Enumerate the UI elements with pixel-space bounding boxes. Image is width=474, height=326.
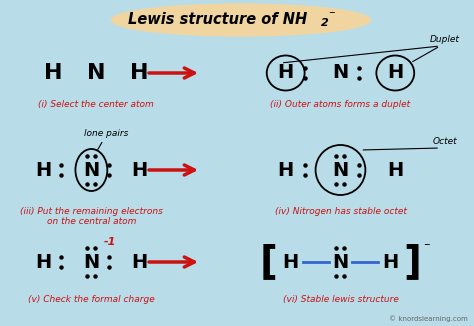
Text: lone pairs: lone pairs bbox=[84, 128, 128, 138]
Text: (ii) Outer atoms forms a duplet: (ii) Outer atoms forms a duplet bbox=[270, 100, 410, 109]
Text: (iii) Put the remaining electrons
on the central atom: (iii) Put the remaining electrons on the… bbox=[20, 207, 163, 226]
Text: H: H bbox=[36, 160, 52, 180]
Text: N: N bbox=[332, 253, 348, 272]
Text: N: N bbox=[83, 160, 100, 180]
Text: ⁻: ⁻ bbox=[328, 9, 335, 22]
Text: 2: 2 bbox=[320, 18, 328, 28]
Text: (i) Select the center atom: (i) Select the center atom bbox=[38, 100, 154, 109]
Text: (v) Check the formal charge: (v) Check the formal charge bbox=[28, 295, 155, 304]
Text: H: H bbox=[387, 64, 403, 82]
Text: H: H bbox=[131, 160, 147, 180]
Text: [: [ bbox=[260, 243, 278, 281]
Text: N: N bbox=[87, 63, 106, 83]
Text: Octet: Octet bbox=[433, 138, 457, 146]
Text: (vi) Stable lewis structure: (vi) Stable lewis structure bbox=[283, 295, 399, 304]
Text: N: N bbox=[83, 253, 100, 272]
Text: H: H bbox=[131, 253, 147, 272]
Ellipse shape bbox=[111, 4, 370, 36]
Text: ]: ] bbox=[403, 243, 421, 281]
Text: H: H bbox=[278, 160, 294, 180]
Text: ⁻: ⁻ bbox=[423, 242, 430, 255]
Text: Duplet: Duplet bbox=[430, 36, 460, 45]
Text: H: H bbox=[283, 253, 299, 272]
Text: (iv) Nitrogen has stable octet: (iv) Nitrogen has stable octet bbox=[274, 207, 406, 216]
Text: N: N bbox=[332, 64, 348, 82]
Text: © knordslearning.com: © knordslearning.com bbox=[389, 315, 468, 322]
Text: Lewis structure of NH: Lewis structure of NH bbox=[128, 12, 308, 27]
Text: H: H bbox=[130, 63, 148, 83]
Text: H: H bbox=[387, 160, 403, 180]
Text: -1: -1 bbox=[103, 237, 116, 247]
Text: H: H bbox=[382, 253, 399, 272]
Text: H: H bbox=[36, 253, 52, 272]
Text: H: H bbox=[278, 64, 294, 82]
Text: N: N bbox=[332, 160, 348, 180]
Text: H: H bbox=[44, 63, 63, 83]
